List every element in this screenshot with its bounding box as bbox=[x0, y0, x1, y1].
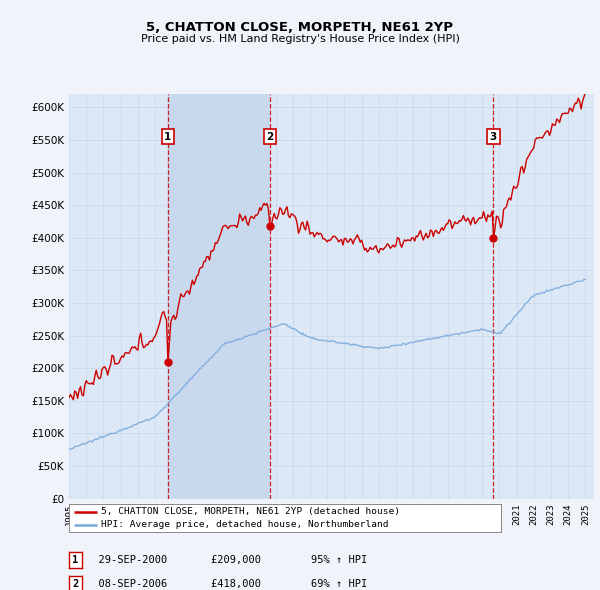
Text: 08-SEP-2006       £418,000        69% ↑ HPI: 08-SEP-2006 £418,000 69% ↑ HPI bbox=[86, 579, 367, 588]
Text: 3: 3 bbox=[490, 132, 497, 142]
Bar bbox=[69, 94, 168, 499]
Bar bbox=[270, 94, 493, 499]
Text: 1: 1 bbox=[164, 132, 172, 142]
Text: Price paid vs. HM Land Registry's House Price Index (HPI): Price paid vs. HM Land Registry's House … bbox=[140, 34, 460, 44]
Bar bbox=[168, 94, 270, 499]
Text: 5, CHATTON CLOSE, MORPETH, NE61 2YP: 5, CHATTON CLOSE, MORPETH, NE61 2YP bbox=[146, 21, 454, 34]
Bar bbox=[493, 94, 594, 499]
Text: 5, CHATTON CLOSE, MORPETH, NE61 2YP (detached house): 5, CHATTON CLOSE, MORPETH, NE61 2YP (det… bbox=[101, 507, 400, 516]
Text: HPI: Average price, detached house, Northumberland: HPI: Average price, detached house, Nort… bbox=[101, 520, 389, 529]
Text: 2: 2 bbox=[266, 132, 274, 142]
Text: 29-SEP-2000       £209,000        95% ↑ HPI: 29-SEP-2000 £209,000 95% ↑ HPI bbox=[86, 555, 367, 565]
Text: 2: 2 bbox=[73, 579, 79, 588]
Text: 1: 1 bbox=[73, 555, 79, 565]
